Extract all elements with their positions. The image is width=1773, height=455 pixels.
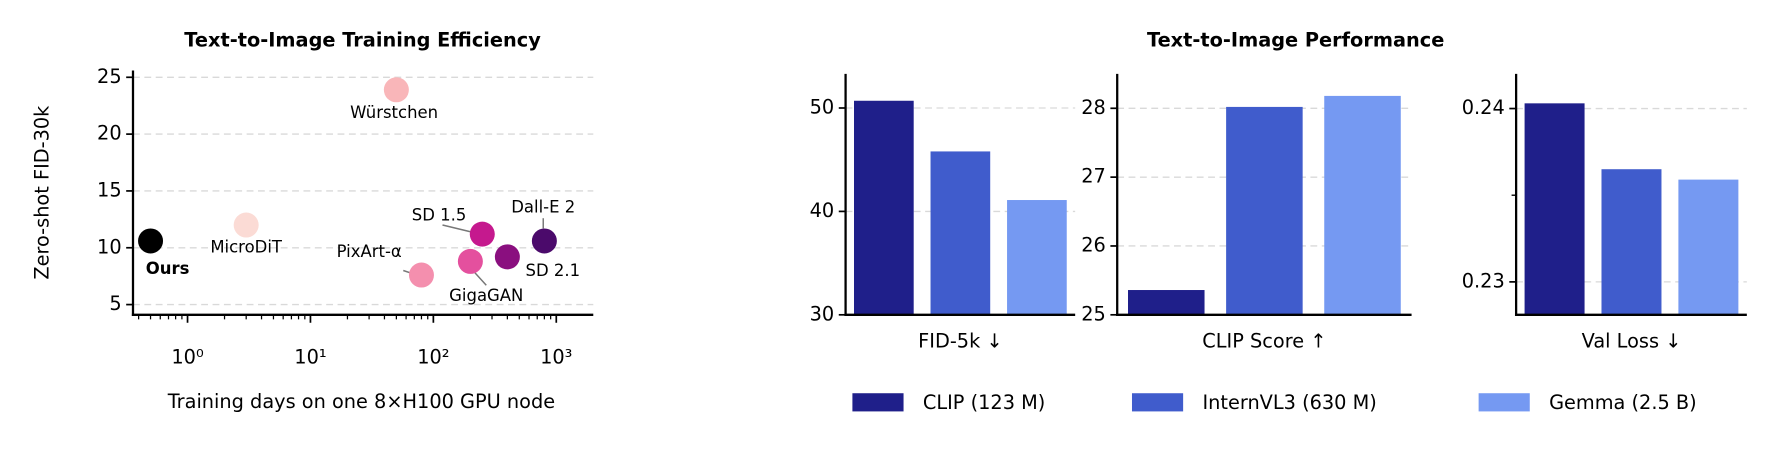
y-tick-label: 30 — [810, 302, 835, 325]
point-label: MicroDiT — [210, 237, 283, 256]
leader-line — [442, 224, 472, 233]
y-tick-label: 27 — [1081, 165, 1106, 188]
point — [531, 228, 557, 254]
x-axis-label: CLIP Score ↑ — [1202, 330, 1326, 353]
x-tick-label: 10¹ — [294, 345, 326, 368]
bar — [1678, 179, 1739, 315]
point — [233, 212, 259, 238]
point — [138, 228, 164, 254]
legend-swatch — [852, 393, 904, 412]
y-tick-label: 10 — [97, 235, 122, 258]
y-tick-label: 0.24 — [1462, 96, 1505, 119]
y-tick-label: 0.23 — [1462, 269, 1505, 292]
x-tick-label: 10⁰ — [171, 345, 204, 368]
legend-swatch — [1478, 393, 1530, 412]
bar — [1007, 200, 1067, 315]
y-tick-label: 15 — [97, 178, 122, 201]
point-label: GigaGAN — [449, 286, 523, 305]
legend-swatch — [1131, 393, 1184, 412]
point — [469, 221, 495, 247]
y-tick-label: 26 — [1081, 233, 1106, 256]
x-tick-label: 10³ — [540, 345, 572, 368]
bar — [930, 151, 991, 315]
legend-label: CLIP (123 M) — [923, 391, 1045, 414]
point-label: Dall-E 2 — [511, 197, 575, 216]
bar — [1524, 103, 1585, 315]
point — [408, 262, 434, 288]
y-tick-label: 5 — [109, 292, 121, 315]
y-tick-label: 50 — [810, 95, 835, 118]
x-tick-label: 10² — [417, 345, 449, 368]
y-tick-label: 20 — [97, 122, 122, 145]
leader-line — [474, 272, 487, 286]
y-tick-label: 25 — [97, 65, 122, 88]
x-axis-label: Training days on one 8×H100 GPU node — [167, 390, 555, 413]
y-tick-label: 40 — [810, 199, 835, 222]
point-label: SD 2.1 — [526, 261, 581, 280]
y-axis-label: Zero-shot FID-30k — [31, 105, 54, 280]
y-tick-label: 25 — [1081, 302, 1106, 325]
bar — [1226, 106, 1303, 315]
y-tick-label: 28 — [1081, 96, 1106, 119]
bar — [854, 100, 914, 315]
point-label: SD 1.5 — [412, 205, 467, 224]
point — [457, 248, 483, 274]
chart-title: Text-to-Image Training Efficiency — [184, 28, 541, 51]
bar — [1601, 169, 1662, 315]
chart-title: Text-to-Image Performance — [1147, 28, 1444, 51]
point — [494, 244, 520, 270]
legend-label: InternVL3 (630 M) — [1202, 391, 1376, 414]
point-label: Würstchen — [350, 103, 438, 122]
x-axis-label: Val Loss ↓ — [1582, 330, 1682, 353]
legend-label: Gemma (2.5 B) — [1549, 391, 1697, 414]
bar — [1128, 290, 1205, 315]
bar — [1324, 95, 1401, 315]
point-label: PixArt-α — [337, 242, 402, 261]
x-axis-label: FID-5k ↓ — [918, 330, 1002, 353]
point — [383, 77, 409, 103]
point-label: Ours — [146, 259, 190, 278]
